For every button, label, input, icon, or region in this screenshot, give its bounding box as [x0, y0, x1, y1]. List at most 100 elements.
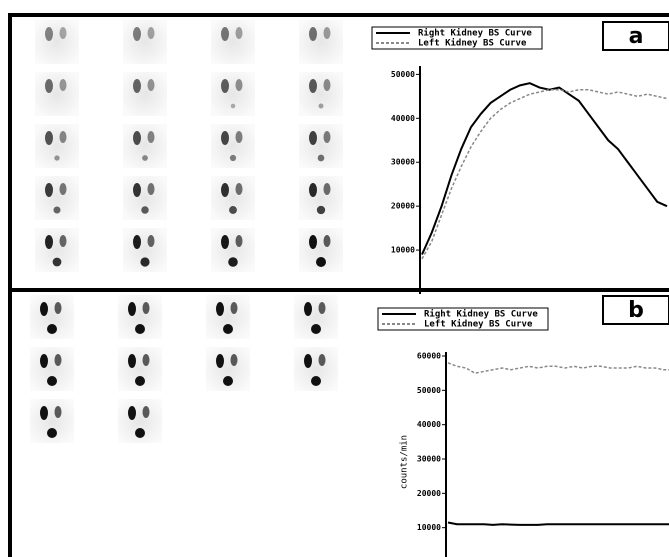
kidney	[133, 131, 141, 145]
bladder	[52, 257, 62, 267]
kidney	[235, 235, 243, 247]
kidney	[45, 27, 53, 41]
thumbnail	[123, 72, 167, 116]
kidney	[54, 406, 62, 418]
y-tick-label: 60000	[417, 352, 441, 361]
bladder	[229, 206, 237, 214]
thumbnail	[211, 72, 255, 116]
y-tick-label: 50000	[417, 386, 441, 395]
kidney	[54, 302, 62, 314]
kidney	[318, 302, 326, 314]
legend-box	[377, 307, 549, 331]
bladder	[141, 206, 149, 214]
kidney	[45, 235, 53, 249]
kidney	[304, 302, 312, 316]
thumbnail	[123, 124, 167, 168]
bladder	[47, 324, 57, 334]
kidney	[309, 27, 317, 41]
thumbnail	[35, 72, 79, 116]
kidney	[235, 183, 243, 195]
kidney	[147, 235, 155, 247]
kidney	[40, 302, 48, 316]
bladder	[135, 376, 145, 386]
kidney	[59, 79, 67, 91]
bladder	[228, 257, 238, 267]
y-axis-label: counts/min	[400, 435, 410, 489]
bladder	[135, 428, 145, 438]
thumbnail	[299, 72, 343, 116]
plot-area	[447, 362, 669, 526]
kidney	[323, 183, 331, 195]
kidney	[309, 131, 317, 145]
legend-box	[371, 26, 543, 50]
bladder	[311, 376, 321, 386]
kidney	[54, 354, 62, 366]
thumbnail	[211, 124, 255, 168]
legend-label: Right Kidney BS Curve	[418, 28, 532, 39]
bladder	[316, 205, 326, 215]
y-tick-label: 50000	[391, 70, 415, 79]
bladder	[140, 257, 150, 267]
kidney	[309, 79, 317, 93]
legend-label: Left Kidney BS Curve	[424, 319, 533, 330]
kidney	[309, 183, 317, 197]
kidney	[142, 406, 150, 418]
kidney	[323, 131, 331, 143]
kidney	[216, 302, 224, 316]
bladder	[135, 324, 145, 334]
y-tick-label: 40000	[417, 420, 441, 429]
kidney	[40, 406, 48, 420]
bladder	[54, 155, 60, 161]
kidney	[128, 354, 136, 368]
kidney	[216, 354, 224, 368]
y-tick-label: 40000	[391, 114, 415, 123]
kidney	[45, 79, 53, 93]
panel-frame	[8, 288, 669, 557]
kidney	[128, 406, 136, 420]
scintigraphy-images	[30, 20, 343, 443]
line-series	[421, 82, 668, 255]
y-tick-label: 10000	[391, 246, 415, 255]
line-series	[447, 362, 669, 374]
legend-label: Right Kidney BS Curve	[424, 309, 538, 320]
kidney	[142, 302, 150, 314]
kidney	[235, 131, 243, 143]
thumbnail	[299, 124, 343, 168]
thumbnail	[299, 20, 343, 64]
bladder	[229, 154, 237, 162]
kidney	[59, 235, 67, 247]
kidney	[221, 235, 229, 249]
legend-label: Left Kidney BS Curve	[418, 38, 527, 49]
kidney	[128, 302, 136, 316]
kidney	[142, 354, 150, 366]
kidney	[59, 131, 67, 143]
bladder	[230, 103, 236, 109]
kidney	[318, 354, 326, 366]
kidney	[221, 183, 229, 197]
kidney	[40, 354, 48, 368]
bladder	[47, 376, 57, 386]
panel-label: a	[629, 24, 644, 49]
bladder	[316, 257, 326, 267]
kidney	[147, 183, 155, 195]
thumbnail	[35, 20, 79, 64]
y-tick-label: 30000	[391, 158, 415, 167]
kidney	[147, 131, 155, 143]
kidney	[309, 235, 317, 249]
line-series	[447, 521, 669, 526]
kidney	[323, 235, 331, 247]
y-tick-label: 30000	[417, 455, 441, 464]
y-tick-label: 20000	[417, 489, 441, 498]
kidney	[221, 131, 229, 145]
kidney	[133, 27, 141, 41]
y-tick-label: 20000	[391, 202, 415, 211]
bladder	[311, 324, 321, 334]
kidney	[221, 79, 229, 93]
thumbnail	[123, 20, 167, 64]
kidney	[230, 354, 238, 366]
kidney	[59, 27, 67, 39]
kidney	[323, 27, 331, 39]
kidney	[221, 27, 229, 41]
y-tick-label: 10000	[417, 523, 441, 532]
